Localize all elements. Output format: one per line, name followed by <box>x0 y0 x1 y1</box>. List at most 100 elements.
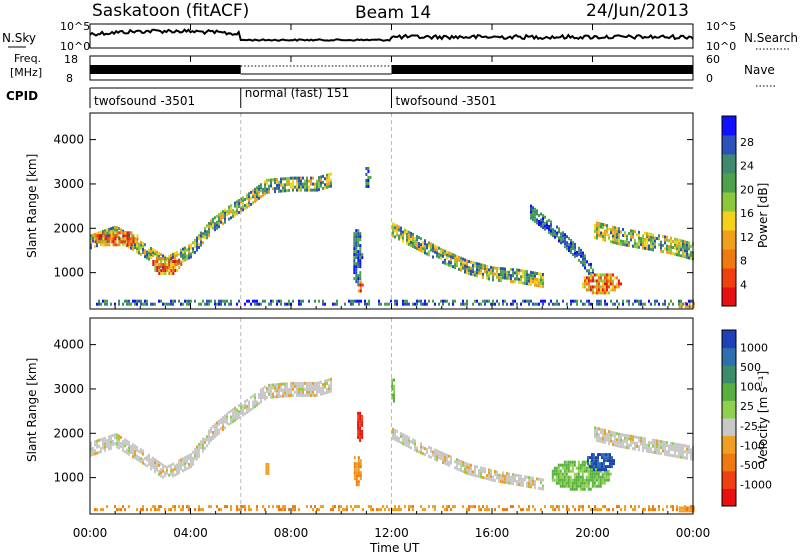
heatmap-cell <box>260 195 262 199</box>
heatmap-cell <box>267 471 270 475</box>
heatmap-cell <box>172 252 174 256</box>
heatmap-cell <box>561 484 564 488</box>
heatmap-cell <box>142 251 144 254</box>
heatmap-cell <box>530 273 532 277</box>
heatmap-cell <box>150 250 152 253</box>
heatmap-cell <box>572 253 574 256</box>
heatmap-cell <box>236 414 238 418</box>
heatmap-cell <box>330 386 332 390</box>
heatmap-cell <box>112 229 114 233</box>
heatmap-cell <box>690 253 692 257</box>
heatmap-cell <box>164 302 166 306</box>
heatmap-cell <box>206 236 208 240</box>
heatmap-cell <box>476 465 478 469</box>
heatmap-cell <box>365 173 368 176</box>
heatmap-cell <box>502 480 504 484</box>
heatmap-cell <box>680 509 683 513</box>
heatmap-cell <box>264 183 266 187</box>
heatmap-cell <box>296 185 298 189</box>
heatmap-cell <box>579 475 582 479</box>
heatmap-cell <box>104 448 106 452</box>
heatmap-cell <box>214 302 216 306</box>
heatmap-cell <box>238 211 240 214</box>
heatmap-cell <box>318 188 320 192</box>
heatmap-cell <box>583 466 586 470</box>
heatmap-cell <box>190 243 192 247</box>
heatmap-cell <box>180 461 182 465</box>
heatmap-cell <box>98 237 101 241</box>
heatmap-cell <box>682 450 684 453</box>
heatmap-cell <box>110 234 113 238</box>
heatmap-cell <box>292 176 294 180</box>
heatmap-cell <box>672 246 674 250</box>
heatmap-cell <box>118 437 120 441</box>
heatmap-cell <box>416 446 418 450</box>
heatmap-cell <box>310 188 312 192</box>
heatmap-cell <box>446 262 448 266</box>
heatmap-cell <box>108 435 110 439</box>
heatmap-cell <box>186 505 188 509</box>
heatmap-cell <box>368 299 370 303</box>
heatmap-cell <box>112 232 114 236</box>
heatmap-cell <box>624 231 626 235</box>
heatmap-cell <box>596 426 598 430</box>
nave-label: Nave <box>744 63 775 77</box>
heatmap-cell <box>360 299 362 303</box>
heatmap-cell <box>562 231 564 235</box>
heatmap-cell <box>402 433 404 437</box>
heatmap-cell <box>254 405 256 409</box>
heatmap-cell <box>184 255 186 259</box>
heatmap-cell <box>176 269 179 272</box>
heatmap-cell <box>434 250 436 254</box>
heatmap-cell <box>664 452 666 456</box>
heatmap-cell <box>367 179 370 182</box>
heatmap-cell <box>350 299 352 303</box>
heatmap-cell <box>256 508 258 512</box>
heatmap-cell <box>634 435 636 439</box>
noise-left-label: N.Sky <box>2 31 36 45</box>
heatmap-cell <box>616 432 618 436</box>
heatmap-cell <box>462 469 464 473</box>
heatmap-cell <box>134 243 136 247</box>
heatmap-cell <box>502 270 504 274</box>
heatmap-cell <box>118 243 121 247</box>
heatmap-cell <box>638 236 640 240</box>
heatmap-cell <box>559 484 562 488</box>
heatmap-cell <box>357 259 360 263</box>
heatmap-cell <box>266 181 268 185</box>
heatmap-cell <box>318 508 320 512</box>
heatmap-cell <box>430 455 432 459</box>
heatmap-cell <box>278 183 280 187</box>
heatmap-cell <box>560 232 562 236</box>
heatmap-cell <box>557 481 560 485</box>
heatmap-cell <box>126 231 129 235</box>
heatmap-cell <box>388 508 390 512</box>
heatmap-cell <box>593 462 595 466</box>
heatmap-cell <box>454 505 456 509</box>
heatmap-cell <box>146 464 148 468</box>
heatmap-cell <box>440 253 442 257</box>
heatmap-cell <box>98 302 100 306</box>
heatmap-cell <box>506 273 508 277</box>
heatmap-cell <box>450 252 452 256</box>
heatmap-cell <box>488 471 490 475</box>
heatmap-cell <box>666 450 668 454</box>
heatmap-cell <box>660 440 662 444</box>
heatmap-cell <box>532 271 534 275</box>
heatmap-cell <box>456 458 458 462</box>
heatmap-cell <box>628 299 630 303</box>
heatmap-cell <box>410 243 412 247</box>
heatmap-cell <box>658 505 660 509</box>
heatmap-cell <box>90 444 92 448</box>
heatmap-cell <box>164 260 167 263</box>
heatmap-cell <box>432 453 434 457</box>
heatmap-cell <box>614 443 616 447</box>
heatmap-cell <box>612 237 614 241</box>
heatmap-cell <box>138 242 140 246</box>
heatmap-cell <box>104 243 107 247</box>
heatmap-cell <box>196 236 198 240</box>
heatmap-cell <box>466 471 468 475</box>
heatmap-cell <box>486 477 488 481</box>
heatmap-cell <box>512 302 514 306</box>
